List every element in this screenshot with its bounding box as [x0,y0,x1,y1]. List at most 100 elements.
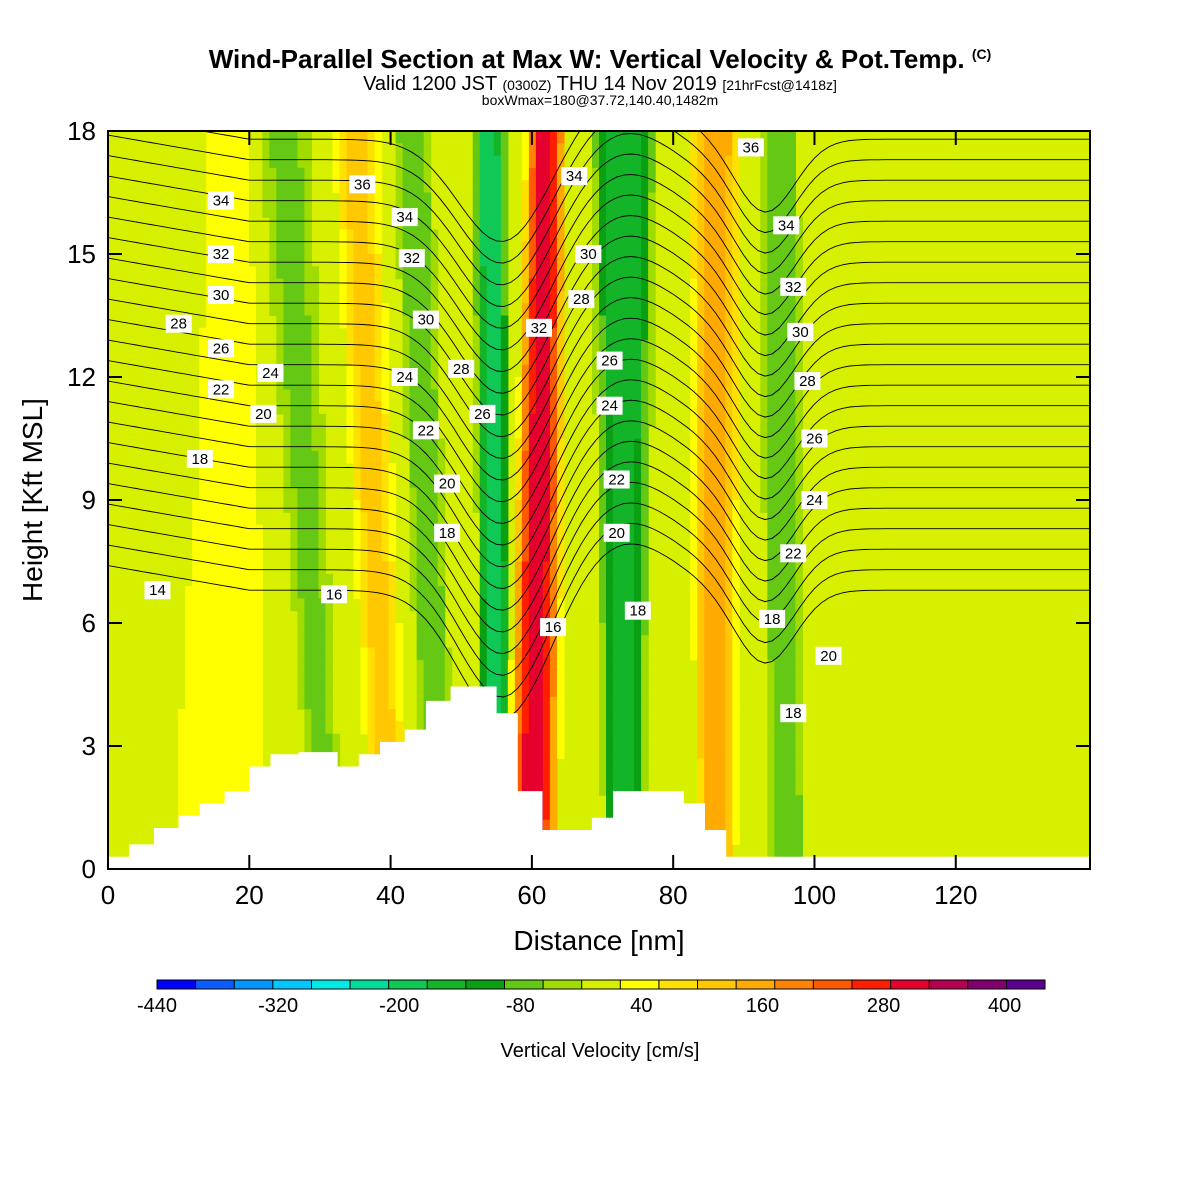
velocity-cell [479,561,488,575]
velocity-cell [606,217,614,230]
velocity-cell [711,426,719,440]
velocity-cell [241,426,249,440]
velocity-cell [220,733,228,747]
velocity-cell [704,721,712,735]
velocity-cell [781,303,789,317]
velocity-cell [311,290,320,304]
contour-label-bg [412,310,439,329]
velocity-cell [620,438,628,452]
velocity-cell [767,672,775,686]
velocity-cell [704,377,712,390]
velocity-cell [718,401,726,415]
velocity-cell [311,647,320,661]
velocity-cell [620,290,628,304]
velocity-cell [760,167,768,181]
contour-label: 32 [531,320,548,337]
velocity-cell [767,549,775,563]
velocity-cell [479,659,488,673]
velocity-cell [374,229,383,243]
velocity-cell [774,709,782,722]
velocity-cell [360,524,369,538]
velocity-cell [606,327,614,341]
velocity-cell [781,659,789,673]
velocity-cell [430,573,439,587]
velocity-cell [732,254,740,267]
velocity-cell [613,536,621,550]
velocity-cell [690,290,698,304]
velocity-cell [591,155,600,169]
velocity-cell [542,746,551,759]
velocity-cell [732,143,740,157]
velocity-cell [627,782,635,796]
velocity-cell [402,340,411,353]
velocity-cell [311,536,320,550]
velocity-cell [304,426,313,440]
colorbar-swatch [543,980,583,989]
velocity-cell [353,413,362,427]
velocity-cell [500,696,509,710]
velocity-cell [613,463,621,476]
velocity-cell [718,278,726,292]
velocity-cell [599,438,607,452]
velocity-cell [479,266,488,280]
velocity-cell [416,278,425,292]
velocity-cell [332,180,341,194]
velocity-cell [269,278,277,292]
velocity-cell [241,364,249,378]
velocity-cell [620,696,628,710]
velocity-cell [697,647,705,661]
velocity-cell [634,561,642,575]
contour-label-bg [540,618,567,637]
velocity-cell [472,217,481,230]
velocity-cell [367,303,376,317]
velocity-cell [430,229,439,243]
velocity-cell [788,413,796,427]
velocity-cell [304,192,313,206]
velocity-cell [556,340,565,353]
velocity-cell [725,303,733,317]
velocity-cell [732,155,740,169]
contour-label-bg [208,245,235,263]
velocity-cell [486,586,495,599]
velocity-cell [599,204,607,218]
velocity-cell [346,241,355,255]
velocity-cell [486,389,495,403]
velocity-cell [220,721,228,735]
velocity-cell [409,180,418,194]
velocity-cell [528,266,537,280]
velocity-cell [486,598,495,612]
velocity-cell [613,696,621,710]
velocity-cell [381,475,390,489]
velocity-cell [276,131,284,144]
velocity-cell [549,327,558,341]
velocity-cell [493,401,502,415]
velocity-cell [542,377,551,390]
velocity-cell [627,659,635,673]
velocity-cell [599,315,607,329]
velocity-cell [346,450,355,464]
velocity-cell [528,438,537,452]
velocity-cell [549,586,558,599]
velocity-cell [781,684,789,698]
velocity-cell [725,795,733,809]
velocity-cell [704,475,712,489]
velocity-cell [486,623,495,636]
velocity-cell [318,413,327,427]
velocity-cell [788,795,796,809]
contour-label-bg [321,585,348,604]
velocity-cell [192,598,200,612]
velocity-cell [535,167,544,181]
velocity-cell [606,709,614,722]
velocity-cell [220,266,228,280]
velocity-cell [304,696,313,710]
velocity-cell [549,450,558,464]
velocity-cell [360,450,369,464]
velocity-cell [402,290,411,304]
velocity-cell [227,327,235,341]
velocity-cell [535,241,544,255]
velocity-cell [374,709,383,722]
velocity-cell [620,131,628,144]
velocity-cell [627,266,635,280]
velocity-cell [606,438,614,452]
contour-label-bg [780,704,807,723]
